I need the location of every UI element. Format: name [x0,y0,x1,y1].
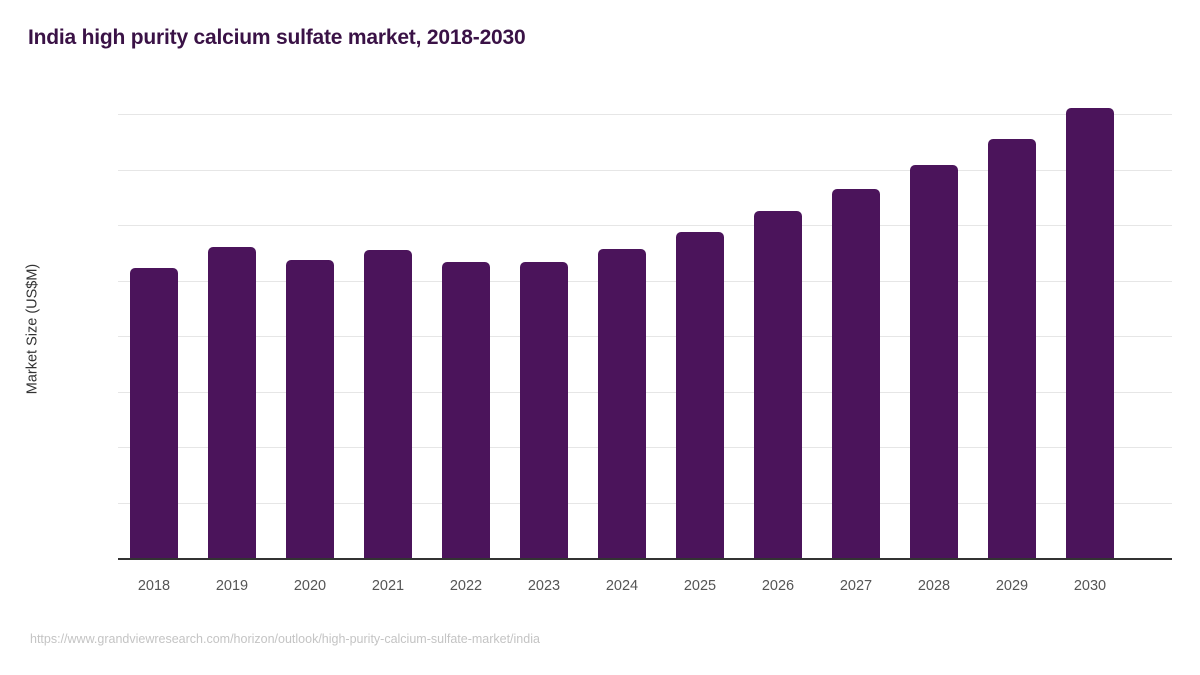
bar[interactable] [910,165,958,558]
bar[interactable] [676,231,724,558]
x-axis-tick-label: 2024 [605,578,639,594]
bar[interactable] [520,261,568,558]
gridline [118,225,1172,226]
bar[interactable] [988,138,1036,558]
x-axis-tick-label: 2023 [527,578,561,594]
x-axis-tick-label: 2019 [215,578,249,594]
y-axis-title-label: Market Size (US$M) [24,263,40,395]
bar[interactable] [1066,108,1114,558]
x-axis-tick-label: 2028 [917,578,951,594]
x-axis-tick-label: 2022 [449,578,483,594]
x-axis-tick-label: 2025 [683,578,717,594]
bar[interactable] [364,249,412,558]
bar[interactable] [442,261,490,558]
x-axis-tick-label: 2030 [1073,578,1107,594]
plot-area: 0100200300400500600700800 20182019202020… [118,100,1172,594]
gridline [118,169,1172,171]
source-url[interactable]: https://www.grandviewresearch.com/horizo… [30,632,540,646]
x-axis-tick-label: 2026 [761,578,795,594]
x-axis-tick-label: 2029 [995,578,1029,594]
bar[interactable] [208,246,256,558]
y-axis-title: Market Size (US$M) [22,100,42,558]
bar[interactable] [598,248,646,558]
x-axis-tick-label: 2021 [371,578,405,594]
gridline [118,114,1172,115]
x-axis-tick-label: 2018 [137,578,171,594]
bars-group [118,100,1172,558]
x-axis-line [118,558,1172,560]
page-title: India high purity calcium sulfate market… [28,26,526,49]
bar[interactable] [754,211,802,558]
x-axis-tick-label: 2020 [293,578,327,594]
bar[interactable] [832,189,880,558]
bar[interactable] [130,267,178,558]
bar[interactable] [286,259,334,558]
x-axis-tick-label: 2027 [839,578,873,594]
